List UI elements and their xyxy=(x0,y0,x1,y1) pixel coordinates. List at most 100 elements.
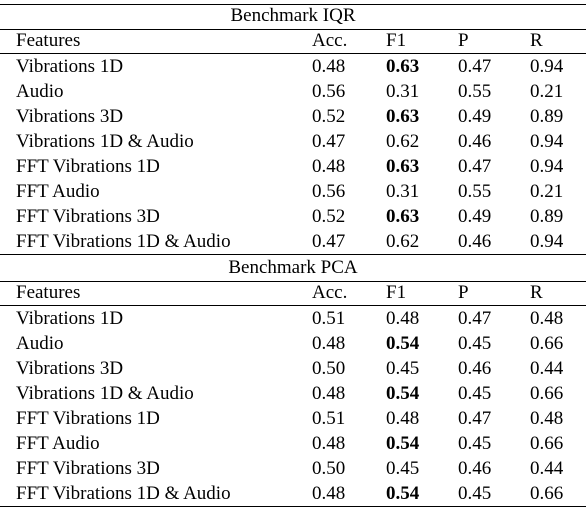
value-cell: 0.46 xyxy=(458,358,492,379)
value-cell: 0.31 xyxy=(386,81,420,102)
value-cell: 0.49 xyxy=(458,106,492,127)
value-cell: 0.49 xyxy=(458,206,492,227)
value-cell: 0.63 xyxy=(386,156,420,177)
value-cell: 0.56 xyxy=(312,81,346,102)
value-cell: 0.48 xyxy=(386,408,420,429)
value-cell: 0.47 xyxy=(458,408,492,429)
feature-cell: Vibrations 1D & Audio xyxy=(16,383,194,404)
value-cell: 0.66 xyxy=(530,383,564,404)
feature-cell: FFT Vibrations 1D & Audio xyxy=(16,231,231,252)
value-cell: 0.54 xyxy=(386,433,420,454)
value-cell: 0.44 xyxy=(530,358,564,379)
value-cell: 0.45 xyxy=(458,383,492,404)
value-cell: 0.48 xyxy=(312,156,346,177)
top-rule xyxy=(0,4,586,5)
header-rule xyxy=(0,53,586,54)
value-cell: 0.52 xyxy=(312,206,346,227)
value-cell: 0.50 xyxy=(312,458,346,479)
value-cell: 0.89 xyxy=(530,106,564,127)
value-cell: 0.47 xyxy=(458,156,492,177)
value-cell: 0.94 xyxy=(530,131,564,152)
value-cell: 0.44 xyxy=(530,458,564,479)
value-cell: 0.94 xyxy=(530,231,564,252)
feature-cell: FFT Vibrations 1D xyxy=(16,156,160,177)
value-cell: 0.50 xyxy=(312,358,346,379)
value-cell: 0.48 xyxy=(312,383,346,404)
value-cell: 0.48 xyxy=(312,333,346,354)
value-cell: 0.47 xyxy=(312,231,346,252)
value-cell: 0.46 xyxy=(458,458,492,479)
value-cell: 0.89 xyxy=(530,206,564,227)
header-cell: P xyxy=(458,282,469,303)
value-cell: 0.48 xyxy=(312,483,346,504)
value-cell: 0.45 xyxy=(458,333,492,354)
header-cell: Features xyxy=(16,282,81,303)
header-cell: Acc. xyxy=(312,282,348,303)
feature-cell: Vibrations 1D & Audio xyxy=(16,131,194,152)
value-cell: 0.47 xyxy=(312,131,346,152)
value-cell: 0.48 xyxy=(530,308,564,329)
value-cell: 0.63 xyxy=(386,206,420,227)
feature-cell: Vibrations 3D xyxy=(16,106,124,127)
value-cell: 0.94 xyxy=(530,56,564,77)
value-cell: 0.51 xyxy=(312,408,346,429)
value-cell: 0.63 xyxy=(386,56,420,77)
value-cell: 0.45 xyxy=(386,358,420,379)
value-cell: 0.56 xyxy=(312,181,346,202)
feature-cell: Vibrations 1D xyxy=(16,308,124,329)
header-rule xyxy=(0,305,586,306)
value-cell: 0.48 xyxy=(312,433,346,454)
value-cell: 0.66 xyxy=(530,333,564,354)
value-cell: 0.66 xyxy=(530,433,564,454)
value-cell: 0.48 xyxy=(312,56,346,77)
feature-cell: FFT Audio xyxy=(16,433,100,454)
value-cell: 0.54 xyxy=(386,483,420,504)
value-cell: 0.54 xyxy=(386,383,420,404)
feature-cell: FFT Vibrations 3D xyxy=(16,458,160,479)
feature-cell: FFT Vibrations 1D & Audio xyxy=(16,483,231,504)
value-cell: 0.66 xyxy=(530,483,564,504)
value-cell: 0.55 xyxy=(458,81,492,102)
value-cell: 0.21 xyxy=(530,181,564,202)
value-cell: 0.55 xyxy=(458,181,492,202)
value-cell: 0.47 xyxy=(458,56,492,77)
value-cell: 0.45 xyxy=(386,458,420,479)
feature-cell: Vibrations 1D xyxy=(16,56,124,77)
value-cell: 0.48 xyxy=(530,408,564,429)
section-bottom-rule xyxy=(0,506,586,507)
title-rule xyxy=(0,281,586,282)
value-cell: 0.47 xyxy=(458,308,492,329)
value-cell: 0.62 xyxy=(386,231,420,252)
section-bottom-rule xyxy=(0,254,586,255)
feature-cell: Vibrations 3D xyxy=(16,358,124,379)
feature-cell: FFT Vibrations 3D xyxy=(16,206,160,227)
value-cell: 0.52 xyxy=(312,106,346,127)
value-cell: 0.94 xyxy=(530,156,564,177)
header-cell: F1 xyxy=(386,282,407,303)
value-cell: 0.46 xyxy=(458,231,492,252)
header-cell: F1 xyxy=(386,30,407,51)
header-cell: R xyxy=(530,282,543,303)
feature-cell: FFT Vibrations 1D xyxy=(16,408,160,429)
feature-cell: Audio xyxy=(16,333,64,354)
value-cell: 0.48 xyxy=(386,308,420,329)
header-cell: R xyxy=(530,30,543,51)
header-cell: Acc. xyxy=(312,30,348,51)
value-cell: 0.21 xyxy=(530,81,564,102)
value-cell: 0.31 xyxy=(386,181,420,202)
value-cell: 0.45 xyxy=(458,483,492,504)
value-cell: 0.62 xyxy=(386,131,420,152)
title-rule xyxy=(0,29,586,30)
feature-cell: Audio xyxy=(16,81,64,102)
value-cell: 0.51 xyxy=(312,308,346,329)
header-cell: Features xyxy=(16,30,81,51)
value-cell: 0.45 xyxy=(458,433,492,454)
header-cell: P xyxy=(458,30,469,51)
feature-cell: FFT Audio xyxy=(16,181,100,202)
value-cell: 0.46 xyxy=(458,131,492,152)
value-cell: 0.63 xyxy=(386,106,420,127)
section-title: Benchmark PCA xyxy=(228,257,358,278)
value-cell: 0.54 xyxy=(386,333,420,354)
section-title: Benchmark IQR xyxy=(230,5,356,26)
